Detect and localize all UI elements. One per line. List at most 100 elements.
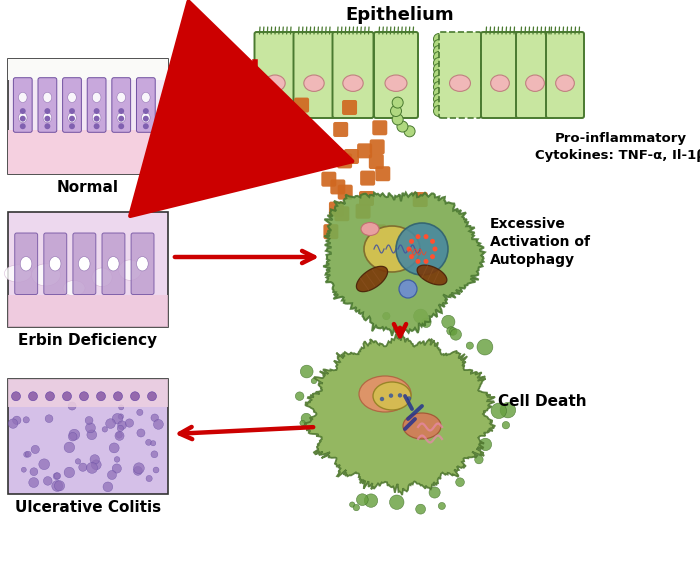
Circle shape bbox=[433, 52, 444, 62]
Circle shape bbox=[118, 414, 124, 419]
Ellipse shape bbox=[68, 112, 76, 123]
Text: Cell Death: Cell Death bbox=[498, 395, 587, 410]
Circle shape bbox=[397, 121, 408, 132]
Text: Epithelium: Epithelium bbox=[346, 6, 454, 24]
Circle shape bbox=[21, 467, 27, 472]
FancyBboxPatch shape bbox=[13, 78, 32, 132]
Circle shape bbox=[118, 123, 124, 129]
Circle shape bbox=[103, 482, 113, 492]
Circle shape bbox=[399, 280, 417, 298]
FancyBboxPatch shape bbox=[356, 203, 370, 219]
Circle shape bbox=[151, 451, 158, 458]
Circle shape bbox=[69, 432, 77, 441]
FancyBboxPatch shape bbox=[337, 153, 352, 169]
Ellipse shape bbox=[526, 75, 545, 92]
Circle shape bbox=[398, 393, 402, 397]
Ellipse shape bbox=[403, 413, 441, 439]
Circle shape bbox=[416, 259, 421, 264]
Circle shape bbox=[94, 108, 99, 114]
Circle shape bbox=[68, 402, 76, 410]
FancyBboxPatch shape bbox=[321, 171, 336, 187]
Circle shape bbox=[44, 123, 50, 129]
FancyBboxPatch shape bbox=[62, 78, 81, 132]
Circle shape bbox=[85, 423, 95, 433]
Circle shape bbox=[43, 477, 52, 485]
Circle shape bbox=[433, 106, 444, 116]
Ellipse shape bbox=[361, 223, 379, 235]
Ellipse shape bbox=[32, 264, 60, 286]
Ellipse shape bbox=[68, 92, 76, 102]
Circle shape bbox=[477, 339, 493, 355]
FancyBboxPatch shape bbox=[136, 78, 155, 132]
Circle shape bbox=[475, 455, 483, 464]
Circle shape bbox=[54, 473, 61, 479]
Circle shape bbox=[391, 106, 402, 116]
Circle shape bbox=[396, 223, 448, 275]
Circle shape bbox=[94, 116, 99, 121]
Ellipse shape bbox=[373, 382, 411, 410]
Circle shape bbox=[112, 464, 121, 473]
Circle shape bbox=[87, 463, 97, 473]
Polygon shape bbox=[323, 192, 485, 336]
FancyBboxPatch shape bbox=[546, 32, 584, 118]
Circle shape bbox=[442, 315, 455, 328]
Circle shape bbox=[491, 403, 507, 419]
Circle shape bbox=[115, 431, 124, 441]
Circle shape bbox=[69, 108, 75, 114]
Ellipse shape bbox=[136, 257, 148, 271]
FancyBboxPatch shape bbox=[44, 233, 66, 294]
Circle shape bbox=[85, 416, 93, 424]
Circle shape bbox=[62, 392, 71, 401]
Circle shape bbox=[414, 309, 428, 323]
Circle shape bbox=[466, 342, 473, 349]
Circle shape bbox=[424, 234, 428, 239]
Circle shape bbox=[424, 259, 428, 264]
Ellipse shape bbox=[18, 112, 27, 123]
Circle shape bbox=[433, 93, 444, 105]
Circle shape bbox=[433, 39, 444, 51]
Circle shape bbox=[112, 414, 122, 424]
Circle shape bbox=[312, 378, 316, 384]
Ellipse shape bbox=[556, 75, 574, 92]
Ellipse shape bbox=[92, 92, 101, 102]
Circle shape bbox=[148, 392, 157, 401]
Circle shape bbox=[118, 108, 124, 114]
Circle shape bbox=[69, 429, 80, 440]
Circle shape bbox=[25, 451, 32, 457]
Circle shape bbox=[430, 254, 435, 259]
Circle shape bbox=[447, 327, 455, 335]
Circle shape bbox=[392, 97, 403, 108]
Text: Normal: Normal bbox=[57, 180, 119, 195]
Ellipse shape bbox=[20, 257, 32, 271]
Circle shape bbox=[433, 247, 438, 252]
Circle shape bbox=[117, 425, 124, 432]
Circle shape bbox=[53, 473, 60, 479]
Circle shape bbox=[409, 239, 414, 244]
Circle shape bbox=[20, 116, 26, 121]
FancyBboxPatch shape bbox=[375, 166, 391, 181]
Circle shape bbox=[353, 504, 360, 511]
Circle shape bbox=[389, 495, 404, 509]
Circle shape bbox=[137, 429, 145, 437]
Ellipse shape bbox=[359, 376, 411, 412]
Ellipse shape bbox=[92, 112, 101, 123]
Circle shape bbox=[433, 75, 444, 87]
Circle shape bbox=[433, 70, 444, 80]
Circle shape bbox=[29, 478, 38, 487]
FancyBboxPatch shape bbox=[38, 78, 57, 132]
FancyArrowPatch shape bbox=[130, 2, 352, 216]
FancyBboxPatch shape bbox=[255, 32, 295, 118]
FancyBboxPatch shape bbox=[344, 149, 359, 164]
Circle shape bbox=[356, 494, 368, 506]
Circle shape bbox=[450, 329, 461, 340]
FancyBboxPatch shape bbox=[8, 295, 168, 327]
Circle shape bbox=[392, 114, 403, 125]
Circle shape bbox=[438, 502, 445, 510]
Circle shape bbox=[91, 460, 101, 470]
Circle shape bbox=[456, 478, 464, 487]
Circle shape bbox=[130, 392, 139, 401]
FancyBboxPatch shape bbox=[371, 224, 386, 239]
Text: Excessive
Activation of
Autophagy: Excessive Activation of Autophagy bbox=[490, 216, 590, 268]
Circle shape bbox=[31, 445, 39, 454]
FancyBboxPatch shape bbox=[88, 78, 106, 132]
